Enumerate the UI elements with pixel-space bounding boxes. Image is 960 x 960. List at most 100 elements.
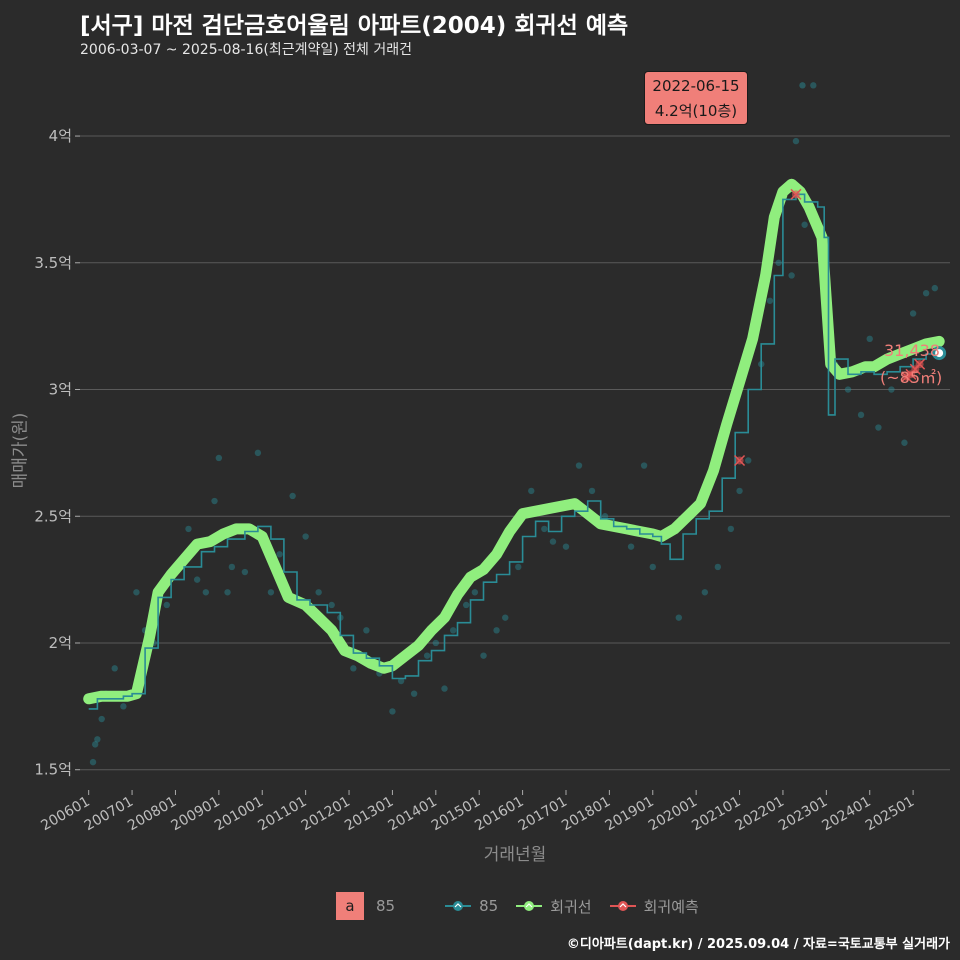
- transaction-point: [701, 589, 709, 596]
- transaction-point: [471, 589, 479, 596]
- transaction-point: [111, 665, 118, 672]
- transaction-point: [922, 289, 930, 297]
- x-tick-label: 202301: [776, 794, 830, 835]
- last-price-marker: [932, 346, 947, 361]
- peak-point: [799, 82, 806, 89]
- transaction-point: [133, 589, 140, 596]
- transaction-point: [120, 703, 127, 710]
- x-tick-label: 200701: [82, 794, 136, 835]
- chart-subtitle: 2006-03-07 ~ 2025-08-16(최근계약일) 전체 거래건: [80, 42, 412, 58]
- x-axis: 2006012007012008012009012010012011012012…: [38, 790, 917, 834]
- x-tick-label: 201401: [386, 794, 440, 835]
- transaction-point: [302, 533, 309, 540]
- y-tick-label: 4억: [49, 127, 72, 145]
- actual-price-line: [88, 193, 940, 710]
- x-axis-title: 거래년월: [483, 845, 547, 865]
- transaction-point: [562, 543, 570, 550]
- last-value: 31,438: [884, 341, 940, 360]
- series-lines: [83, 178, 945, 710]
- x-tick-label: 202201: [733, 794, 787, 835]
- transaction-point: [857, 411, 865, 419]
- chart-title: [서구] 마전 검단금호어울림 아파트(2004) 회귀선 예측: [80, 13, 629, 39]
- x-tick-label: 201601: [472, 794, 526, 835]
- transaction-point: [449, 627, 457, 634]
- legend-85-icon: [445, 901, 472, 911]
- transaction-point: [727, 525, 735, 533]
- transaction-point: [541, 525, 548, 533]
- transaction-point: [766, 297, 774, 304]
- transaction-point: [502, 614, 509, 621]
- peak-callout: 2022-06-15 4.2억(10층): [644, 71, 748, 125]
- last-area: (~85㎡): [880, 368, 943, 387]
- legend-prediction-icon: [609, 901, 636, 911]
- transaction-point: [315, 589, 322, 596]
- transaction-point: [575, 462, 583, 469]
- x-tick-label: 201201: [299, 794, 353, 835]
- transaction-point: [931, 284, 939, 292]
- transaction-point: [276, 551, 283, 558]
- y-axis-title-wrap: 매매가(원): [2, 413, 32, 489]
- transaction-point: [254, 449, 262, 457]
- transaction-point: [736, 487, 743, 495]
- transaction-point: [888, 386, 895, 393]
- x-tick-label: 200601: [38, 794, 92, 835]
- x-tick-label: 200901: [169, 794, 223, 835]
- x-tick-label: 201701: [516, 794, 570, 835]
- transaction-point: [909, 310, 917, 317]
- legend-item-prediction: 회귀예측: [609, 896, 699, 917]
- transaction-point: [241, 568, 249, 576]
- transaction-point: [480, 652, 487, 659]
- legend-regression-label: 회귀선: [550, 897, 592, 916]
- transaction-point: [89, 758, 97, 766]
- y-axis-title: 매매가(원): [10, 412, 31, 489]
- legend-fill-key: a: [336, 892, 364, 920]
- transaction-point: [228, 563, 236, 571]
- x-tick-label: 200801: [125, 794, 179, 835]
- transaction-point: [98, 715, 105, 723]
- transaction-point: [675, 614, 683, 621]
- transaction-point: [528, 487, 535, 495]
- x-tick-label: 202401: [819, 794, 873, 835]
- legend-fill-label: 85: [376, 897, 396, 915]
- prediction-cross: [914, 358, 926, 370]
- legend-item-85: 85: [445, 896, 498, 916]
- transaction-point: [363, 627, 370, 634]
- transaction-point: [224, 589, 231, 596]
- transaction-point: [901, 439, 908, 446]
- transaction-point: [211, 497, 218, 505]
- transaction-point: [810, 82, 817, 89]
- transaction-point: [193, 576, 201, 583]
- transaction-point: [588, 487, 596, 495]
- transaction-point: [441, 685, 448, 692]
- y-tick-label: 2억: [49, 634, 72, 652]
- legend-regression-icon: [516, 901, 543, 911]
- transaction-point: [350, 665, 357, 672]
- legend-prediction-label: 회귀예측: [643, 897, 699, 916]
- transaction-point: [163, 601, 170, 609]
- x-tick-label: 201001: [212, 794, 266, 835]
- y-tick-label: 3.5억: [34, 254, 72, 272]
- transaction-point: [267, 589, 275, 596]
- last-value-label: 31,438 (~85㎡): [880, 337, 942, 391]
- x-tick-label: 201801: [559, 794, 613, 835]
- transaction-point: [627, 543, 635, 550]
- legend-85-label: 85: [479, 897, 499, 915]
- x-tick-label: 201501: [429, 794, 483, 835]
- transaction-point: [410, 690, 418, 697]
- transaction-point: [775, 259, 782, 266]
- transaction-point: [289, 492, 296, 500]
- transaction-point: [792, 137, 800, 145]
- transaction-point: [493, 627, 500, 634]
- y-tick-label: 2.5억: [34, 507, 72, 525]
- transaction-point: [714, 563, 722, 571]
- transaction-point: [649, 563, 656, 571]
- legend: a 85 85 회귀선 회귀예측: [336, 892, 699, 920]
- callout-date: 2022-06-15: [652, 77, 740, 95]
- transaction-point: [94, 736, 101, 743]
- transaction-point: [397, 677, 405, 685]
- transaction-point: [202, 589, 210, 596]
- x-tick-label: 202501: [863, 794, 917, 835]
- y-axis: 1.5억 2억 2.5억 3억 3.5억 4억: [34, 127, 80, 779]
- transaction-points: [89, 82, 939, 766]
